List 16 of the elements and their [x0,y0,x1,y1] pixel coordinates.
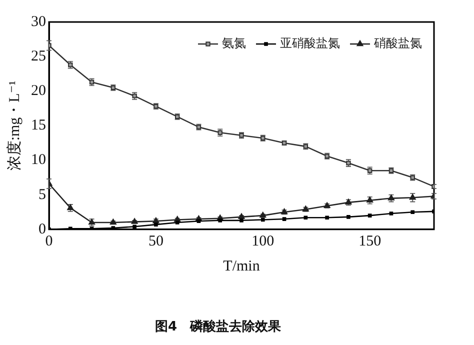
legend-label: 氨氮 [222,36,246,50]
legend-label: 硝酸盐氮 [373,36,422,50]
y-tick-label: 15 [31,118,46,134]
y-tick-label: 20 [31,83,46,100]
y-tick-label: 0 [38,221,46,238]
x-tick-label: 100 [252,233,274,250]
legend-label: 亚硝酸盐氮 [280,36,340,50]
x-tick-label: 150 [358,233,382,250]
y-tick-label: 30 [31,14,46,30]
text: 图4 磷酸盐去除效果 [154,318,282,335]
y-tick-label: 10 [31,152,46,168]
x-axis-title: T/min [223,258,260,274]
y-tick-label: 25 [31,48,46,65]
x-tick-label: 50 [148,233,164,250]
y-tick-label: 5 [38,186,46,203]
y-axis-title: 浓度:mg・L⁻¹ [6,80,23,171]
